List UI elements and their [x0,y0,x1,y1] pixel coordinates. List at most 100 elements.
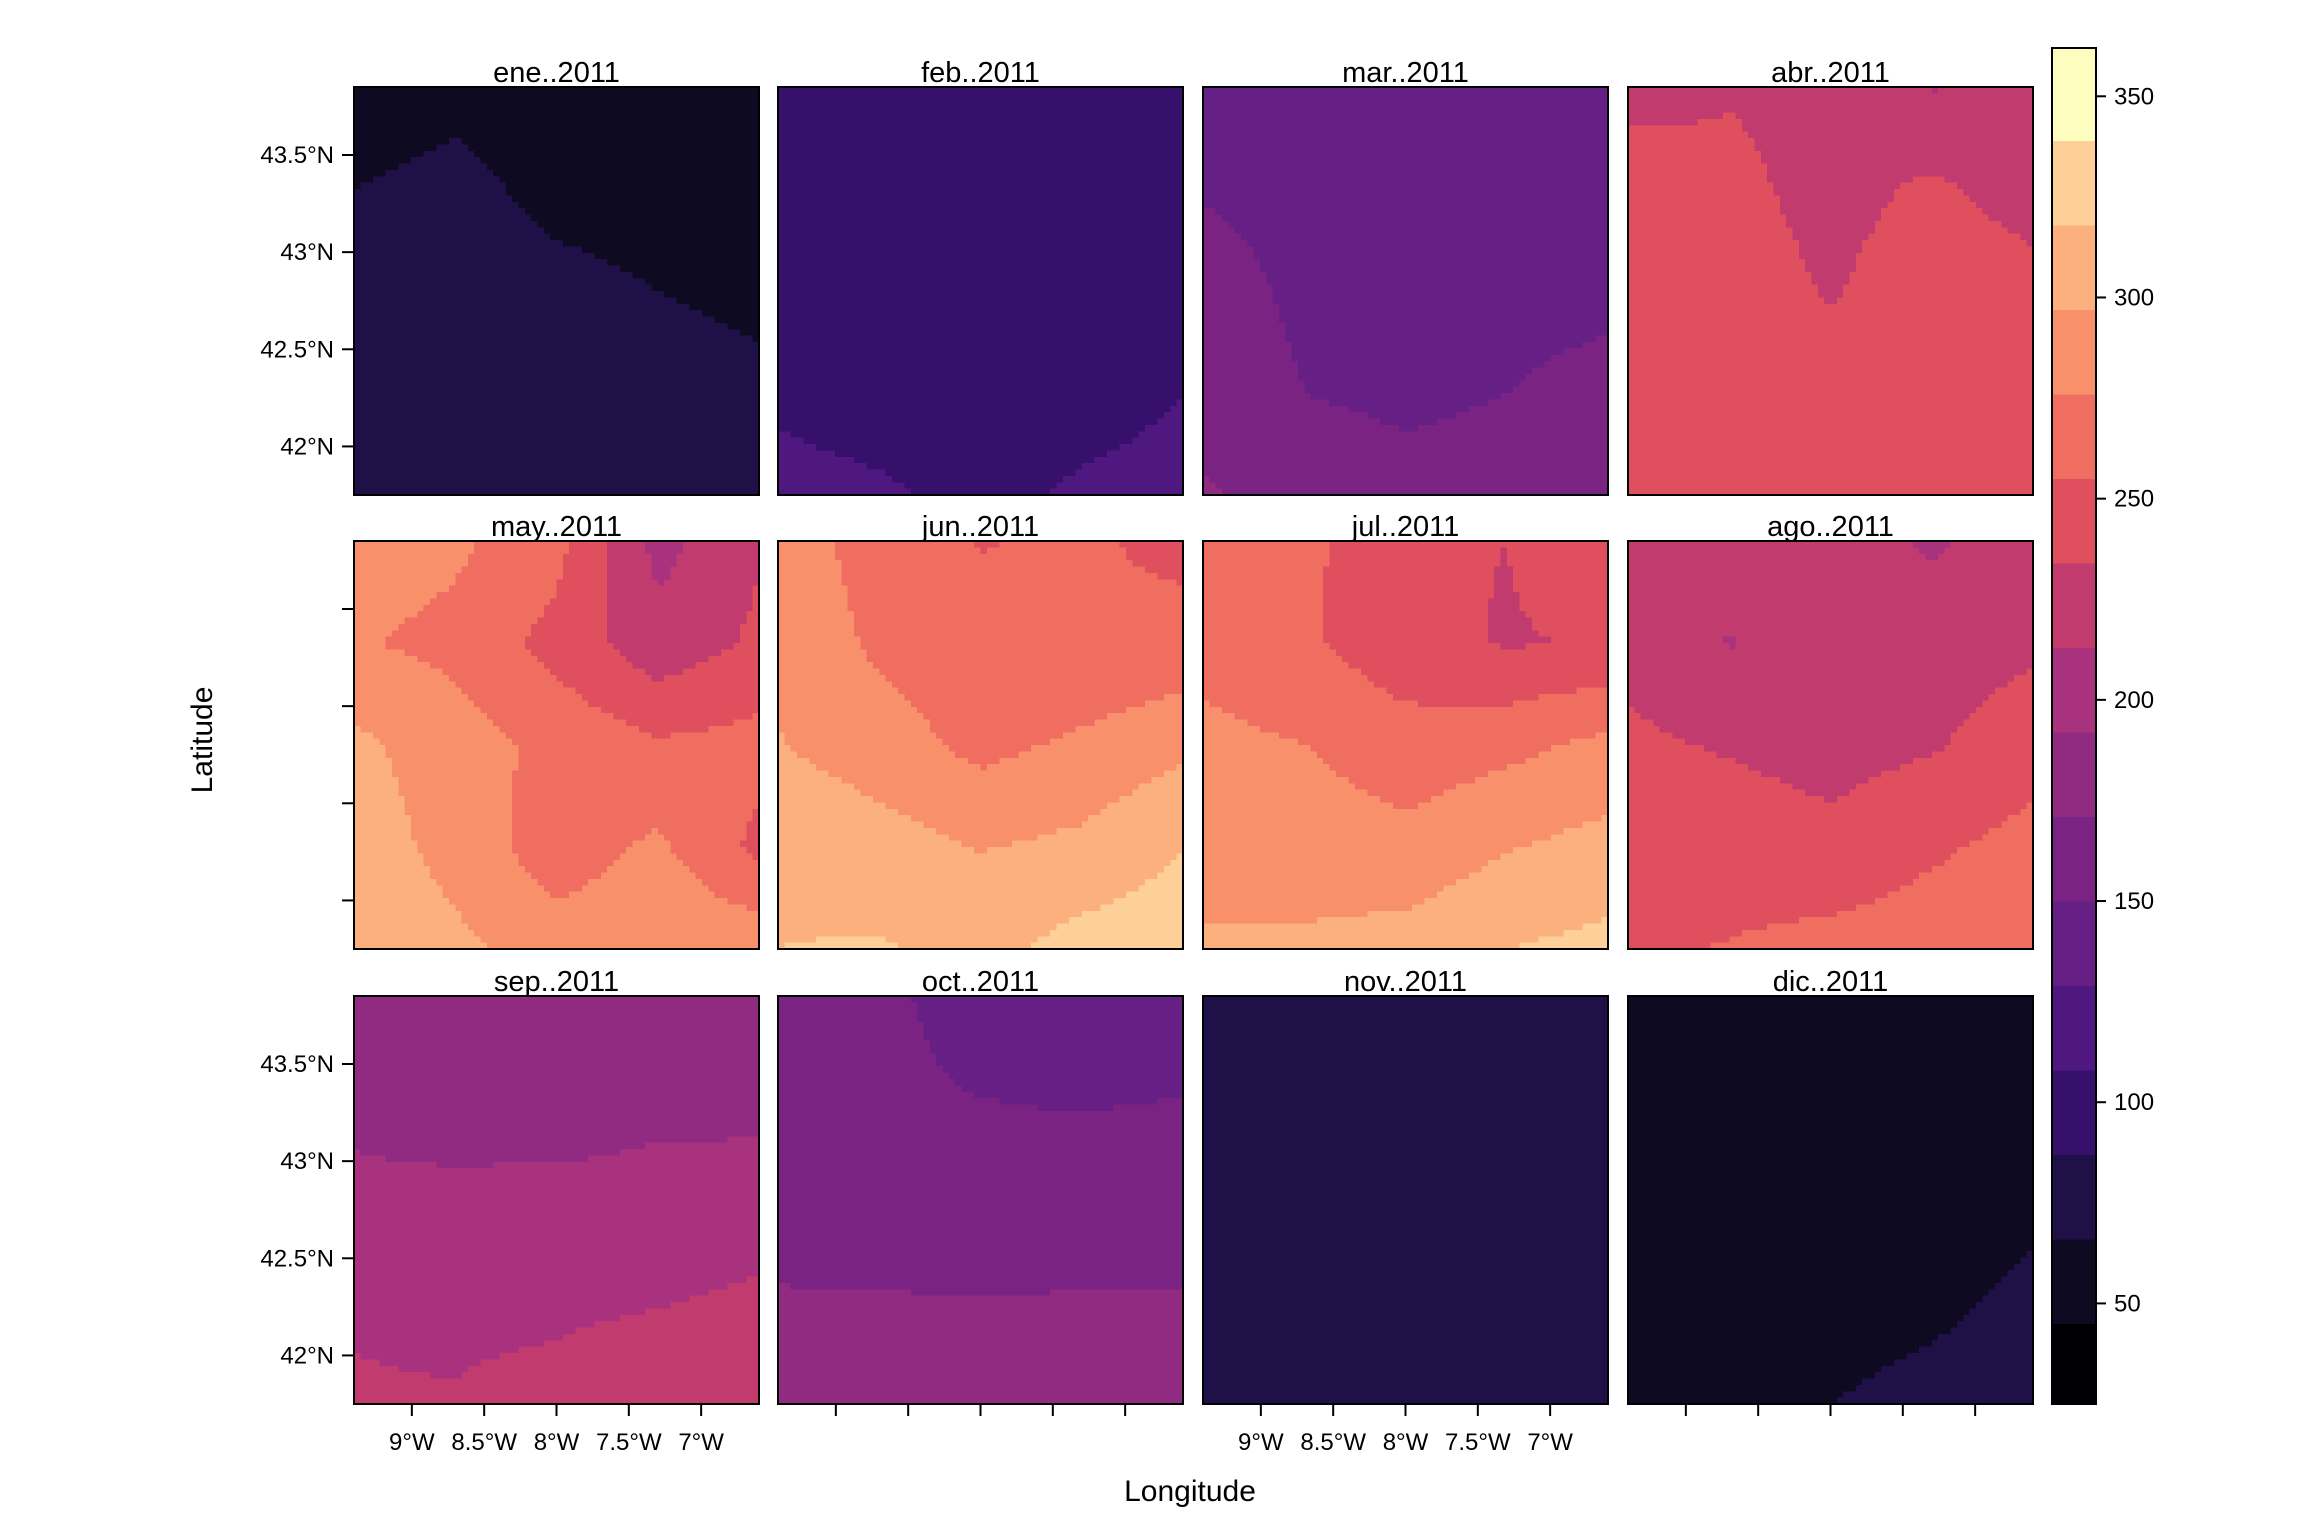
raster-cell [866,138,874,145]
raster-cell [721,342,728,349]
raster-cell [727,144,735,152]
raster-cell [581,291,589,298]
raster-cell [493,271,501,279]
raster-cell [1018,112,1026,120]
raster-cell [569,99,577,107]
raster-cell [550,99,558,107]
raster-cell [575,169,583,177]
raster-cell [676,437,684,445]
raster-cell [752,106,759,114]
raster-cell [588,150,596,158]
raster-cell [550,482,558,490]
raster-cell [391,131,399,139]
raster-cell [733,99,741,107]
raster-cell [448,195,456,203]
raster-cell [600,354,608,362]
raster-cell [423,348,431,356]
raster-cell [442,87,450,94]
raster-cell [740,329,747,337]
raster-cell [594,386,602,394]
raster-cell [429,157,437,165]
raster-cell [600,182,608,190]
raster-cell [638,118,646,126]
raster-cell [1050,138,1058,145]
raster-cell [752,246,759,254]
raster-cell [354,220,361,228]
raster-cell [879,169,887,177]
raster-cell [493,316,501,324]
raster-cell [493,131,501,139]
raster-cell [727,469,735,477]
raster-cell [486,322,494,330]
raster-cell [417,259,425,267]
raster-cell [354,131,361,139]
raster-cell [581,106,589,114]
raster-cell [518,252,526,260]
raster-cell [1170,118,1178,126]
raster-cell [354,112,361,120]
raster-cell [740,316,747,324]
raster-cell [524,252,532,260]
raster-cell [657,463,665,471]
raster-cell [695,138,703,145]
raster-cell [518,291,526,298]
raster-cell [404,208,412,216]
raster-cell [740,469,747,477]
panel-frame [353,86,760,496]
raster-cell [923,106,931,114]
raster-cell [828,157,836,165]
raster-cell [379,144,387,152]
raster-cell [467,163,475,171]
raster-cell [448,437,456,445]
raster-cell [670,265,678,273]
raster-cell [537,367,545,375]
raster-cell [354,125,361,133]
raster-cell [417,342,425,349]
raster-cell [562,227,570,235]
raster-cell [543,112,551,120]
raster-cell [537,431,545,439]
raster-cell [531,437,539,445]
raster-cell [372,386,380,394]
raster-cell [796,163,804,171]
raster-cell [733,463,741,471]
raster-cell [575,131,583,139]
raster-cell [372,93,380,101]
raster-cell [714,373,722,381]
raster-cell [860,93,868,101]
raster-cell [486,131,494,139]
raster-cell [366,106,374,114]
raster-cell [860,138,868,145]
raster-cell [853,138,861,145]
raster-cell [790,99,798,107]
raster-cell [1164,163,1171,171]
raster-cell [562,118,570,126]
raster-cell [1170,150,1178,158]
raster-cell [594,138,602,145]
raster-cell [1126,87,1133,94]
raster-cell [619,157,627,165]
raster-cell [936,106,944,114]
raster-cell [828,118,836,126]
raster-cell [429,488,437,495]
raster-cell [588,361,596,369]
raster-cell [740,424,747,432]
raster-cell [803,150,811,158]
raster-cell [910,106,918,114]
raster-cell [505,348,513,356]
raster-cell [499,322,507,330]
raster-cell [1024,99,1032,107]
raster-cell [986,125,994,133]
raster-cell [708,157,716,165]
raster-cell [575,450,583,458]
raster-cell [746,195,754,203]
raster-cell [569,418,577,426]
raster-cell [493,138,501,145]
raster-cell [1062,150,1070,158]
raster-cell [676,310,684,318]
raster-cell [360,399,368,407]
raster-cell [404,316,412,324]
raster-cell [695,354,703,362]
raster-cell [556,246,564,254]
raster-cell [556,163,564,171]
